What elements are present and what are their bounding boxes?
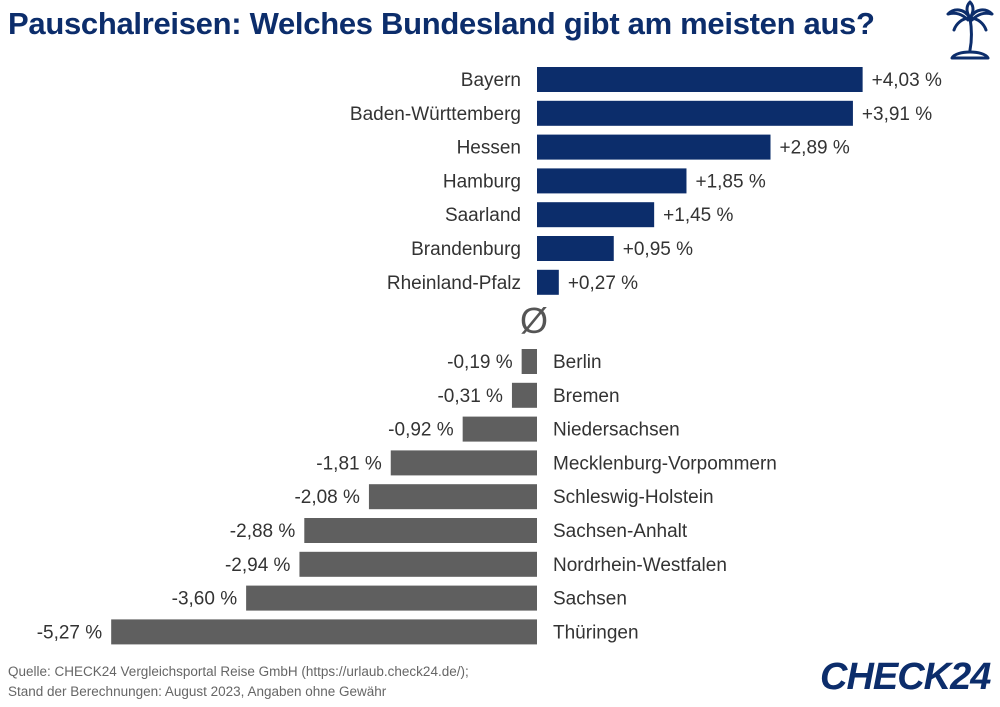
bar-niedersachsen bbox=[462, 416, 537, 442]
value-label: -1,81 % bbox=[316, 453, 382, 474]
category-label: Baden-Württemberg bbox=[350, 104, 521, 125]
value-label: +0,95 % bbox=[623, 239, 693, 260]
source-note: Quelle: CHECK24 Vergleichsportal Reise G… bbox=[8, 662, 469, 702]
bar-sachsen-anhalt bbox=[304, 518, 537, 543]
value-label: -2,88 % bbox=[230, 521, 296, 542]
value-label: +3,91 % bbox=[862, 104, 932, 125]
bar-chart: Bayern +4,03 % Baden-Württemberg +3,91 % Hes… bbox=[37, 67, 942, 645]
bar-hamburg bbox=[537, 168, 687, 194]
category-label: Niedersachsen bbox=[553, 420, 680, 441]
bar-rheinland-pfalz bbox=[537, 269, 559, 295]
value-label: -5,27 % bbox=[37, 622, 103, 643]
bar-baden-württemberg bbox=[537, 100, 853, 126]
category-label: Berlin bbox=[553, 352, 602, 373]
category-label: Mecklenburg-Vorpommern bbox=[553, 453, 777, 474]
bar-hessen bbox=[537, 134, 771, 160]
value-label: +2,89 % bbox=[780, 138, 850, 159]
value-label: -0,92 % bbox=[388, 420, 454, 441]
bar-mecklenburg-vorpommern bbox=[390, 450, 537, 476]
category-label: Thüringen bbox=[553, 622, 639, 643]
bar-bremen bbox=[511, 382, 537, 408]
average-symbol: Ø bbox=[520, 300, 548, 341]
category-label: Hessen bbox=[457, 138, 521, 159]
source-line: Quelle: CHECK24 Vergleichsportal Reise G… bbox=[8, 664, 469, 679]
category-label: Brandenburg bbox=[411, 239, 521, 260]
category-label: Sachsen-Anhalt bbox=[553, 521, 688, 542]
bar-saarland bbox=[537, 202, 655, 228]
value-label: +1,45 % bbox=[663, 205, 733, 226]
value-label: -2,94 % bbox=[225, 555, 291, 576]
bar-thüringen bbox=[111, 619, 538, 645]
category-label: Nordrhein-Westfalen bbox=[553, 555, 727, 576]
category-label: Saarland bbox=[445, 205, 521, 226]
palm-island-icon bbox=[946, 0, 994, 60]
value-label: -2,08 % bbox=[294, 487, 360, 508]
check24-logo: CHECK24 bbox=[820, 656, 991, 698]
bar-brandenburg bbox=[537, 236, 614, 261]
category-label: Bremen bbox=[553, 386, 620, 407]
bar-berlin bbox=[521, 349, 537, 374]
category-label: Schleswig-Holstein bbox=[553, 487, 714, 508]
category-label: Sachsen bbox=[553, 589, 627, 610]
value-label: -0,19 % bbox=[447, 352, 513, 373]
category-label: Hamburg bbox=[443, 171, 521, 192]
value-label: -0,31 % bbox=[437, 386, 503, 407]
category-label: Rheinland-Pfalz bbox=[387, 273, 521, 294]
value-label: +4,03 % bbox=[872, 70, 942, 91]
value-label: +1,85 % bbox=[695, 171, 765, 192]
bar-nordrhein-westfalen bbox=[299, 551, 537, 577]
bar-schleswig-holstein bbox=[368, 484, 537, 510]
bar-bayern bbox=[537, 67, 863, 92]
category-label: Bayern bbox=[461, 70, 521, 91]
value-label: -3,60 % bbox=[172, 589, 238, 610]
source-date-line: Stand der Berechnungen: August 2023, Ang… bbox=[8, 684, 387, 699]
chart-title: Pauschalreisen: Welches Bundesland gibt … bbox=[8, 6, 875, 41]
bar-sachsen bbox=[246, 585, 537, 611]
value-label: +0,27 % bbox=[568, 273, 638, 294]
